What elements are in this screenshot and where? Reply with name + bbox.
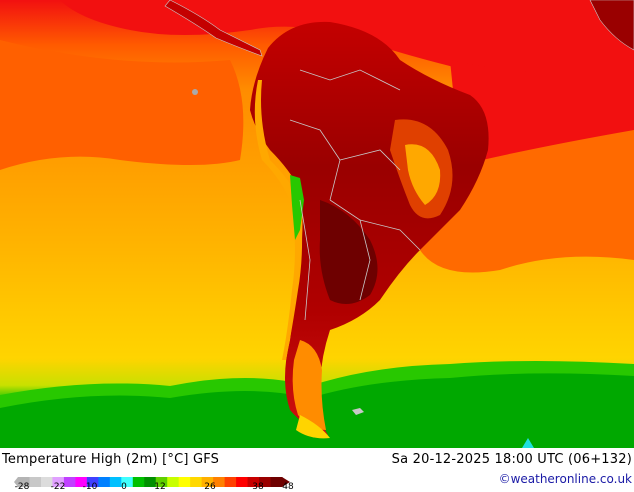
country-borders: [289, 69, 421, 321]
pacific-orange-zone: [0, 40, 244, 170]
legend-swatch: [201, 477, 214, 487]
andes-strip: [254, 80, 303, 360]
legend-swatch: [29, 477, 42, 487]
legend-tick-label: 12: [154, 482, 166, 492]
legend-swatch: [86, 477, 99, 487]
legend-swatch: [213, 477, 226, 487]
legend-swatch: [40, 477, 53, 487]
patagonia: [292, 340, 326, 430]
legend-tick-label: -28: [14, 482, 30, 492]
legend-tick-label: -10: [82, 482, 98, 492]
legend-tick-label: 26: [204, 482, 216, 492]
falkland-islands: [352, 408, 364, 415]
legend-swatch: [121, 477, 134, 487]
legend-tick-label: 48: [282, 482, 294, 492]
legend-swatch: [259, 477, 272, 487]
legend-swatch: [236, 477, 249, 487]
andes-green: [290, 175, 304, 240]
legend-swatch: [52, 477, 65, 487]
map-canvas: [0, 0, 634, 448]
tierra-del-fuego: [296, 415, 330, 439]
map-footer: Temperature High (2m) [°C] GFS Sa 20-12-…: [0, 448, 634, 492]
forecast-datetime: Sa 20-12-2025 18:00 UTC (06+132): [391, 452, 632, 467]
legend-swatch: [18, 477, 30, 487]
legend-swatch: [247, 477, 260, 487]
south-america-continent: [250, 21, 489, 435]
legend-tick-label: -22: [50, 482, 66, 492]
legend-swatch: [224, 477, 237, 487]
legend-swatch: [167, 477, 180, 487]
legend-swatch: [155, 477, 168, 487]
legend-tick-label: 38: [252, 482, 264, 492]
legend-swatch: [190, 477, 203, 487]
legend-swatch: [144, 477, 157, 487]
legend-bar: [14, 477, 290, 487]
legend-tick-label: 0: [121, 482, 127, 492]
legend-arrow-right: [282, 477, 290, 487]
central-america: [164, 0, 263, 57]
temperature-map: [0, 0, 634, 448]
legend-swatch: [178, 477, 191, 487]
ice-marker: [522, 438, 534, 448]
brazil-amber-core: [405, 144, 441, 205]
legend-swatch: [75, 477, 88, 487]
interior-hot-core: [319, 200, 378, 304]
legend-arrow-left: [14, 477, 18, 487]
legend-swatch: [270, 477, 283, 487]
legend-swatch: [109, 477, 122, 487]
galapagos-islands: [192, 89, 198, 95]
map-title: Temperature High (2m) [°C] GFS: [2, 452, 220, 467]
legend-swatch: [98, 477, 111, 487]
legend-swatch: [63, 477, 76, 487]
color-legend: [14, 472, 294, 491]
source-credit[interactable]: ©weatheronline.co.uk: [498, 472, 632, 486]
legend-swatch: [132, 477, 145, 487]
